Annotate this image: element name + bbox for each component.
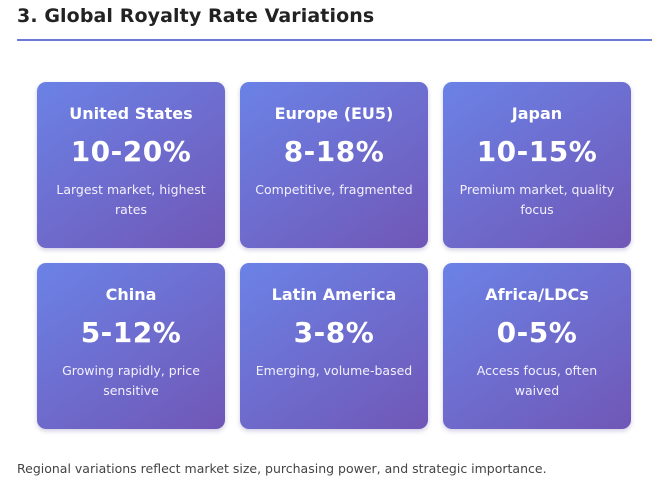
card-note: Premium market, quality focus <box>459 182 615 217</box>
card-rate: 3-8% <box>293 316 375 349</box>
card-united-states: United States 10-20% Largest market, hig… <box>37 82 225 248</box>
card-note: Competitive, fragmented <box>255 182 413 197</box>
card-rate: 8-18% <box>283 135 385 168</box>
card-note: Largest market, highest rates <box>56 182 206 217</box>
card-region: United States <box>69 104 193 123</box>
royalty-cards-grid: United States 10-20% Largest market, hig… <box>37 82 631 429</box>
card-latin-america: Latin America 3-8% Emerging, volume-base… <box>240 263 428 429</box>
card-rate: 5-12% <box>80 316 182 349</box>
card-africa-ldcs: Africa/LDCs 0-5% Access focus, often wai… <box>443 263 631 429</box>
card-note: Emerging, volume-based <box>255 363 413 378</box>
footer-note: Regional variations reflect market size,… <box>17 461 547 476</box>
card-china: China 5-12% Growing rapidly, price sensi… <box>37 263 225 429</box>
card-region: China <box>105 285 157 304</box>
card-japan: Japan 10-15% Premium market, quality foc… <box>443 82 631 248</box>
card-region: Latin America <box>271 285 397 304</box>
card-region: Africa/LDCs <box>485 285 589 304</box>
section-title: 3. Global Royalty Rate Variations <box>17 5 375 27</box>
card-rate: 0-5% <box>496 316 578 349</box>
card-europe: Europe (EU5) 8-18% Competitive, fragment… <box>240 82 428 248</box>
card-note: Growing rapidly, price sensitive <box>62 363 200 398</box>
title-divider <box>17 39 652 41</box>
card-rate: 10-20% <box>70 135 192 168</box>
card-region: Japan <box>511 104 563 123</box>
card-rate: 10-15% <box>476 135 598 168</box>
card-region: Europe (EU5) <box>274 104 394 123</box>
card-note: Access focus, often waived <box>476 363 598 398</box>
